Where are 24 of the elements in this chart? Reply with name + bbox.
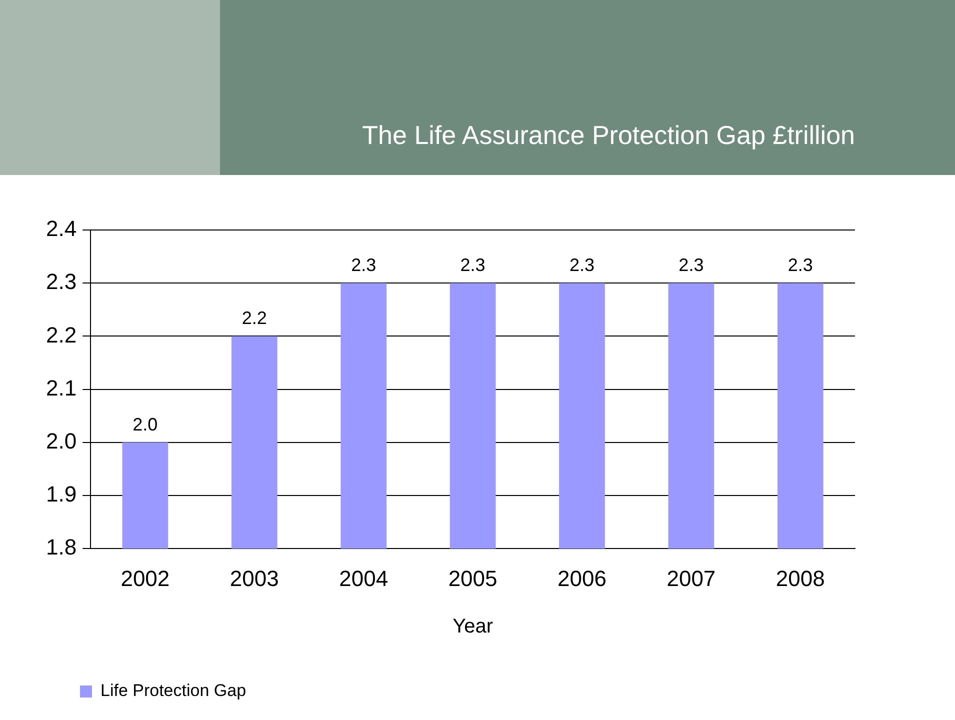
y-tick-label: 1.9 <box>46 482 77 507</box>
y-tick-label: 2.3 <box>46 269 77 294</box>
x-tick-label: 2007 <box>666 566 716 591</box>
data-label: 2.3 <box>569 255 595 276</box>
y-tick-label: 1.8 <box>46 534 77 560</box>
chart-title: The Life Assurance Protection Gap £trillion <box>362 120 855 151</box>
data-label: 2.3 <box>351 255 376 276</box>
y-tick-label: 2.0 <box>46 428 77 454</box>
x-axis-title: Year <box>452 616 494 638</box>
data-label: 2.3 <box>460 255 486 276</box>
x-tick-label: 2004 <box>339 566 388 591</box>
x-tick-label: 2003 <box>230 566 279 591</box>
x-tick-label: 2005 <box>448 566 498 591</box>
data-label: 2.3 <box>788 255 813 276</box>
data-label: 2.0 <box>132 414 158 434</box>
y-tick-label: 2.2 <box>46 322 77 348</box>
y-tick-label: 2.4 <box>46 216 77 242</box>
data-label: 2.2 <box>242 308 267 328</box>
y-tick-label: 2.1 <box>46 375 77 400</box>
data-label: 2.3 <box>678 255 704 276</box>
x-tick-label: 2008 <box>776 566 825 591</box>
legend-label: Life Protection Gap <box>100 681 246 700</box>
x-tick-label: 2002 <box>120 566 170 591</box>
x-tick-label: 2006 <box>558 566 606 591</box>
